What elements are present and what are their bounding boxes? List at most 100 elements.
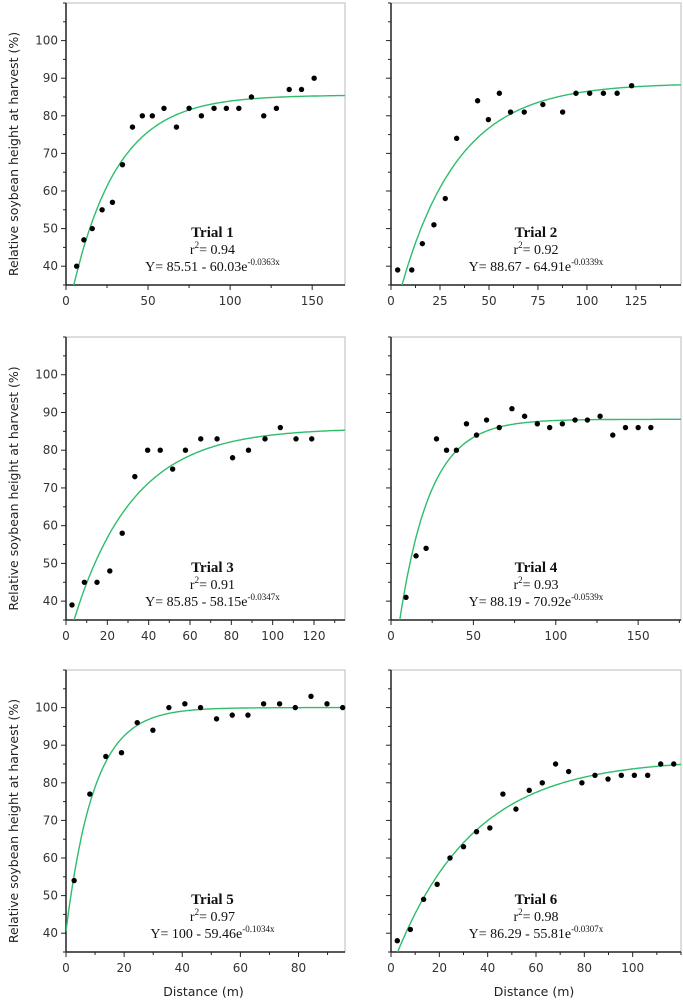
data-point bbox=[513, 806, 519, 812]
equation-exponent: -0.0339x bbox=[571, 257, 604, 267]
data-point bbox=[273, 105, 280, 111]
y-axis-label: Relative soybean height at harvest (%) bbox=[6, 32, 21, 276]
data-point bbox=[198, 113, 205, 119]
data-point bbox=[339, 704, 346, 711]
y-tick-label: 70 bbox=[43, 146, 58, 160]
data-point bbox=[586, 90, 593, 96]
data-point bbox=[473, 828, 480, 835]
y-tick-label: 40 bbox=[43, 926, 58, 940]
r-squared-r: r bbox=[190, 910, 195, 925]
fit-equation: Y= 85.85 - 58.15e-0.0347x bbox=[145, 592, 280, 610]
data-point bbox=[94, 579, 100, 585]
fit-curve bbox=[396, 763, 681, 952]
data-point bbox=[423, 545, 429, 552]
x-tick-label: 0 bbox=[387, 629, 395, 643]
y-tick-label: 50 bbox=[43, 889, 58, 903]
data-point bbox=[262, 436, 268, 442]
y-tick-label: 90 bbox=[43, 405, 58, 419]
data-point bbox=[109, 199, 116, 205]
r-squared-label: r2= 0.94 bbox=[190, 240, 235, 258]
trial-title: Trial 3 bbox=[191, 560, 234, 576]
data-point bbox=[485, 116, 492, 123]
equation-exponent: -0.0307x bbox=[571, 924, 604, 934]
data-point bbox=[579, 780, 585, 786]
x-tick-label: 100 bbox=[575, 294, 598, 308]
fit-curve bbox=[73, 429, 345, 620]
equation-base: Y= 88.19 - 70.92e bbox=[469, 595, 571, 610]
data-point bbox=[605, 776, 611, 782]
data-point bbox=[81, 579, 88, 585]
x-tick-label: 50 bbox=[466, 629, 481, 643]
r-squared-value: = 0.97 bbox=[199, 910, 235, 925]
r-squared-label: r2= 0.91 bbox=[190, 575, 235, 593]
equation-exponent: -0.0539x bbox=[571, 592, 604, 602]
data-point bbox=[534, 421, 541, 427]
data-point bbox=[420, 896, 427, 903]
equation-base: Y= 85.85 - 58.15e bbox=[145, 595, 247, 610]
data-point bbox=[431, 222, 437, 228]
data-point bbox=[107, 568, 113, 574]
data-point bbox=[308, 693, 314, 700]
x-tick-label: 0 bbox=[387, 961, 395, 975]
panel-trial-5: 40 50 60 70 80 90 100 0 20 40 60 80 Relative soybean… bbox=[6, 669, 346, 999]
data-point bbox=[443, 447, 450, 453]
data-point bbox=[573, 90, 579, 96]
fit-curve bbox=[66, 706, 345, 932]
data-point bbox=[132, 473, 138, 480]
r-squared-value: = 0.98 bbox=[523, 910, 559, 925]
data-point bbox=[182, 701, 188, 707]
y-tick-label: 50 bbox=[43, 556, 58, 570]
x-tick-label: 40 bbox=[480, 961, 495, 975]
equation-base: Y= 88.67 - 64.91e bbox=[469, 260, 571, 275]
data-point bbox=[236, 105, 242, 111]
data-point bbox=[539, 780, 545, 786]
y-tick-label: 40 bbox=[43, 259, 58, 273]
y-tick-label: 50 bbox=[43, 222, 58, 236]
data-point bbox=[81, 237, 87, 243]
x-axis-label: Distance (m) bbox=[494, 984, 575, 999]
r-squared-value: = 0.92 bbox=[523, 243, 559, 258]
data-point bbox=[600, 90, 607, 96]
data-point bbox=[409, 267, 415, 273]
data-point bbox=[119, 530, 125, 536]
data-point bbox=[286, 86, 292, 93]
data-point bbox=[99, 207, 105, 213]
fit-equation: Y= 85.51 - 60.03e-0.0363x bbox=[145, 257, 280, 275]
data-point bbox=[149, 113, 156, 119]
data-point bbox=[394, 267, 401, 273]
data-point bbox=[103, 753, 109, 760]
fit-equation: Y= 88.19 - 70.92e-0.0539x bbox=[469, 592, 604, 610]
data-point bbox=[292, 704, 299, 711]
y-axis-label: Relative soybean height at harvest (%) bbox=[6, 366, 21, 610]
data-point bbox=[161, 105, 167, 111]
r-squared-superscript: 2 bbox=[518, 907, 523, 917]
plot-frame bbox=[65, 336, 346, 621]
data-point bbox=[500, 791, 506, 797]
trial-title: Trial 5 bbox=[191, 892, 234, 908]
data-point bbox=[223, 105, 230, 111]
data-point bbox=[635, 424, 641, 431]
data-point bbox=[521, 109, 527, 115]
x-tick-label: 50 bbox=[140, 294, 155, 308]
data-point bbox=[89, 225, 95, 232]
data-point bbox=[150, 727, 156, 733]
equation-exponent: -0.0347x bbox=[248, 592, 281, 602]
y-tick-label: 100 bbox=[35, 701, 58, 715]
data-point bbox=[622, 424, 629, 431]
data-point bbox=[610, 432, 616, 438]
data-point bbox=[211, 105, 217, 111]
x-tick-label: 150 bbox=[627, 629, 650, 643]
r-squared-r: r bbox=[190, 243, 195, 258]
y-tick-label: 80 bbox=[43, 109, 58, 123]
data-point bbox=[628, 83, 635, 89]
r-squared-label: r2= 0.92 bbox=[513, 240, 558, 258]
data-point bbox=[182, 447, 189, 453]
x-tick-label: 25 bbox=[432, 294, 447, 308]
data-point bbox=[658, 761, 664, 767]
data-point bbox=[169, 466, 176, 472]
fit-equation: Y= 86.29 - 55.81e-0.0307x bbox=[469, 924, 604, 942]
x-tick-label: 0 bbox=[62, 961, 70, 975]
plot-frame bbox=[65, 669, 346, 953]
